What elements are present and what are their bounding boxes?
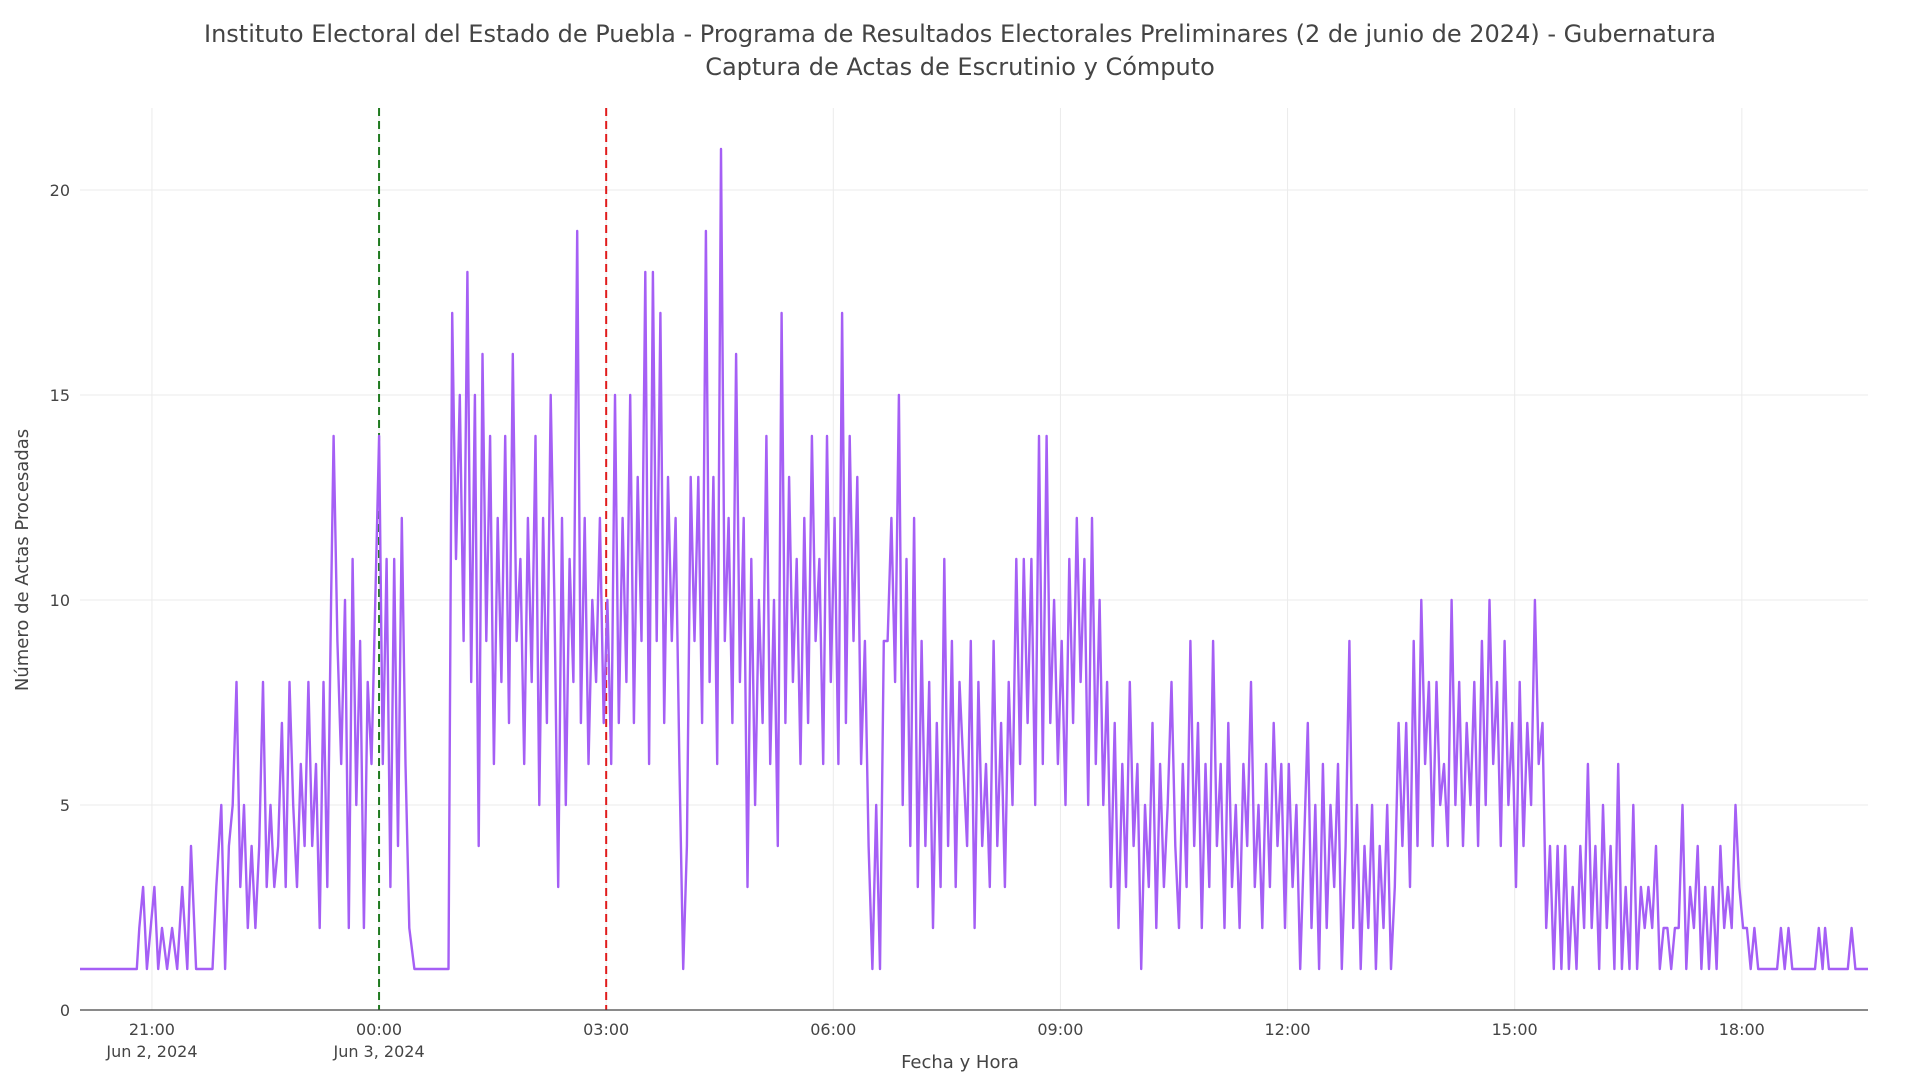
y-tick-label: 5 (60, 796, 70, 815)
series-line-0 (80, 147, 1868, 971)
y-tick-label: 0 (60, 1001, 70, 1020)
series-layer (80, 147, 1868, 971)
chart-title: Instituto Electoral del Estado de Puebla… (204, 20, 1716, 48)
chart-subtitle: Captura de Actas de Escrutinio y Cómputo (705, 53, 1215, 81)
vertical-marker-layer (378, 108, 608, 1010)
y-tick-label: 10 (50, 591, 70, 610)
x-tick-label: 09:00 (1037, 1020, 1083, 1039)
x-tick-label: 15:00 (1492, 1020, 1538, 1039)
y-tick-label: 15 (50, 386, 70, 405)
x-tick-label: 12:00 (1265, 1020, 1311, 1039)
x-tick-label: 18:00 (1719, 1020, 1765, 1039)
x-tick-label: 03:00 (583, 1020, 629, 1039)
x-tick-sublabel: Jun 2, 2024 (105, 1042, 197, 1061)
x-tick-sublabel: Jun 3, 2024 (332, 1042, 424, 1061)
x-tick-label: 21:00 (129, 1020, 175, 1039)
x-tick-label: 06:00 (810, 1020, 856, 1039)
y-axis-label: Número de Actas Procesadas (12, 429, 33, 691)
axis-layer: 0 5 10 15 20 21:00 Jun 2, 2024 00:00 Jun 3, 2024… (50, 181, 1868, 1061)
y-tick-label: 20 (50, 181, 70, 200)
x-axis-label: Fecha y Hora (901, 1052, 1019, 1073)
x-tick-label: 00:00 (356, 1020, 402, 1039)
